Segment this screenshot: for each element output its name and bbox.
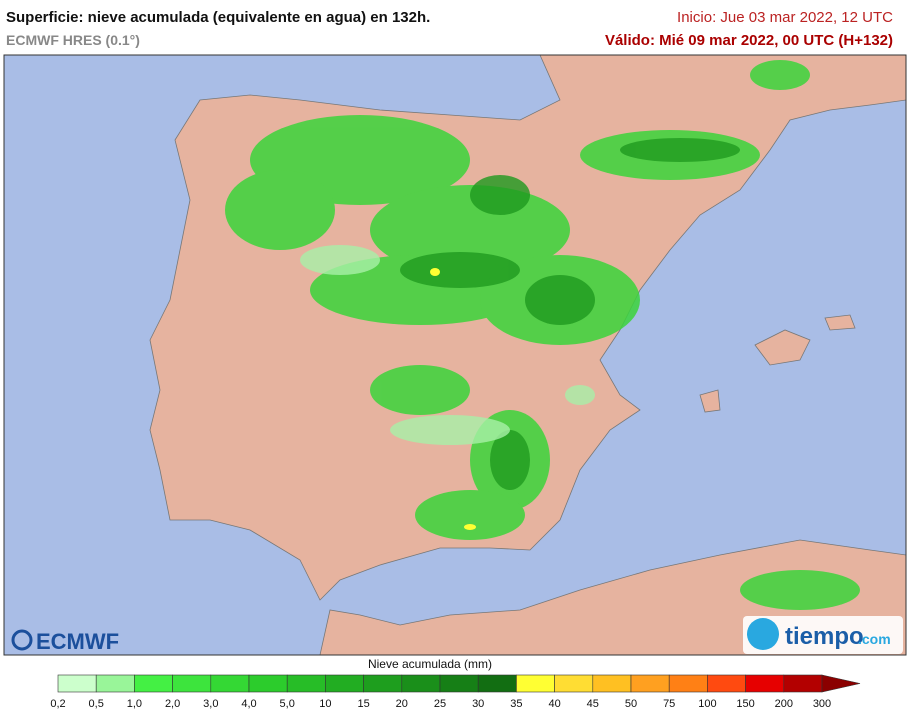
tick-label: 3,0 [203, 698, 218, 710]
color-box [554, 674, 594, 693]
tiempo-logo: tiempo .com [743, 616, 903, 654]
color-box [745, 674, 785, 693]
tick-label: 1,0 [127, 698, 142, 710]
tick-label: 20 [396, 698, 408, 710]
tick-label: 0,2 [50, 698, 65, 710]
color-box [57, 674, 97, 693]
tick-label: 35 [510, 698, 522, 710]
tick-label: 300 [813, 698, 831, 710]
tick-label: 40 [548, 698, 560, 710]
color-box [95, 674, 135, 693]
color-box [401, 674, 441, 693]
color-box [630, 674, 670, 693]
color-box [286, 674, 326, 693]
color-box [516, 674, 555, 693]
tick-label: 25 [434, 698, 446, 710]
tick-label: 150 [736, 698, 754, 710]
tiempo-suffix: .com [858, 631, 891, 647]
tick-label: 75 [663, 698, 675, 710]
color-arrow [821, 674, 861, 693]
color-box [210, 674, 250, 693]
color-box [134, 674, 173, 693]
color-box [668, 674, 708, 693]
tick-label: 45 [587, 698, 599, 710]
tick-label: 4,0 [241, 698, 256, 710]
valid-time: Válido: Mié 09 mar 2022, 00 UTC (H+132) [605, 32, 893, 49]
tick-label: 200 [775, 698, 793, 710]
color-box [172, 674, 212, 693]
init-time: Inicio: Jue 03 mar 2022, 12 UTC [677, 9, 893, 26]
ecmwf-text: ECMWF [36, 629, 119, 654]
tick-label: 15 [357, 698, 369, 710]
color-box [248, 674, 288, 693]
tick-label: 2,0 [165, 698, 180, 710]
colorbar: 0,2 0,5 1,0 2,0 3,0 4,0 5,0 10 15 20 25 30 35 40 45 50 7… [50, 674, 861, 710]
tick-label: 10 [319, 698, 331, 710]
tick-label: 30 [472, 698, 484, 710]
color-box [477, 674, 517, 693]
model: ECMWF HRES (0.1°) [6, 32, 140, 48]
color-box [325, 674, 364, 693]
color-box [707, 674, 746, 693]
tick-label: 5,0 [280, 698, 295, 710]
tiempo-text: tiempo [785, 623, 864, 650]
ecmwf-logo: ECMWF [11, 629, 119, 654]
title: Superficie: nieve acumulada (equivalente… [6, 9, 430, 26]
tick-label: 50 [625, 698, 637, 710]
color-box [592, 674, 632, 693]
color-box [439, 674, 479, 693]
map: ECMWF tiempo .com [3, 54, 907, 656]
tick-label: 100 [698, 698, 716, 710]
color-box [363, 674, 403, 693]
legend-title: Nieve acumulada (mm) [368, 657, 492, 671]
tick-label: 0,5 [89, 698, 104, 710]
color-box [783, 674, 823, 693]
